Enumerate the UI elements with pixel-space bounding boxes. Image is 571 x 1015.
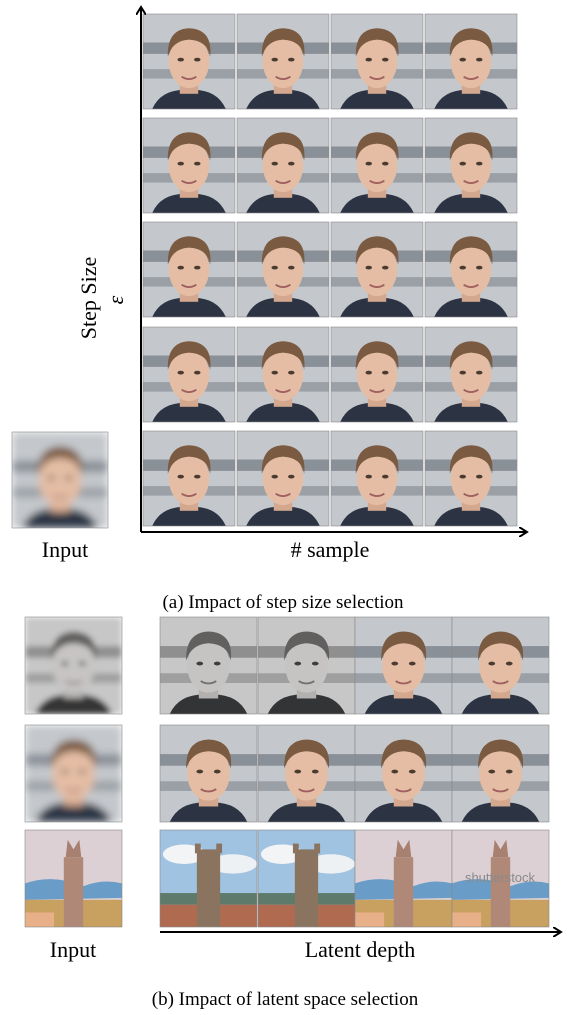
x-axis-label: # sample (291, 537, 370, 562)
image (143, 431, 235, 526)
image (425, 14, 517, 109)
image (331, 327, 423, 422)
input-label: Input (50, 937, 96, 962)
input-label: Input (42, 537, 88, 562)
image (237, 327, 329, 422)
image (355, 830, 452, 927)
caption: (a) Impact of step size selection (162, 592, 404, 613)
image (258, 617, 355, 714)
image (12, 432, 108, 528)
image (237, 431, 329, 526)
image (425, 327, 517, 422)
image (143, 14, 235, 109)
image (355, 725, 452, 822)
image (143, 327, 235, 422)
image (25, 830, 122, 927)
image (355, 617, 452, 714)
figure: Step Size ε Input # sample (a) Impact of… (0, 0, 571, 1015)
image (143, 118, 235, 213)
image (258, 830, 355, 927)
image-grid (12, 14, 549, 927)
x-axis-label: Latent depth (305, 937, 416, 962)
image (331, 222, 423, 317)
image (160, 725, 257, 822)
image (237, 118, 329, 213)
image (331, 431, 423, 526)
image (237, 222, 329, 317)
image (143, 222, 235, 317)
image (237, 14, 329, 109)
watermark: shutterstock (465, 870, 536, 885)
image (452, 617, 549, 714)
caption: (b) Impact of latent space selection (152, 989, 419, 1010)
image (160, 830, 257, 927)
image (452, 725, 549, 822)
image (425, 118, 517, 213)
image (25, 617, 122, 714)
image (258, 725, 355, 822)
image (25, 725, 122, 822)
y-axis-label: Step Size (76, 257, 101, 340)
image (160, 617, 257, 714)
image (425, 222, 517, 317)
image (425, 431, 517, 526)
y-axis-symbol: ε (103, 295, 128, 304)
image (331, 118, 423, 213)
image (331, 14, 423, 109)
